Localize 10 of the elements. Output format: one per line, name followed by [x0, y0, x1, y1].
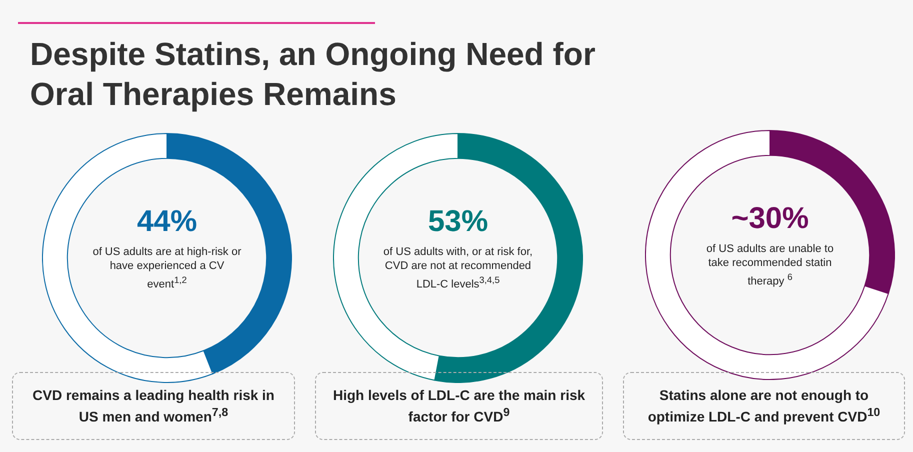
data-label: 53%	[426, 205, 490, 239]
data-label: ~30%	[730, 202, 810, 236]
text: CVD remains a leading health risk in US men and women$^{7,8}$	[32, 386, 276, 426]
text: Statins alone are not enough to optimize LDL-C and prevent CVD$^{10}$	[646, 386, 882, 426]
text: Despite Statins, an Ongoing Need for Oral Therapies Remains	[30, 35, 596, 114]
text: of US adults are unable to take recommended statin therapy $^{6}$	[705, 242, 835, 289]
text: High levels of LDL-C are the main risk factor for CVD$^{9}$	[332, 386, 586, 426]
text: of US adults with, or at risk for, CVD are not at recommended LDL-C levels$^{3,4,5}$	[383, 245, 533, 292]
text: of US adults are at high-risk or have experienced a CV event$^{1,2}$	[92, 245, 242, 292]
data-label: 44%	[136, 205, 198, 239]
